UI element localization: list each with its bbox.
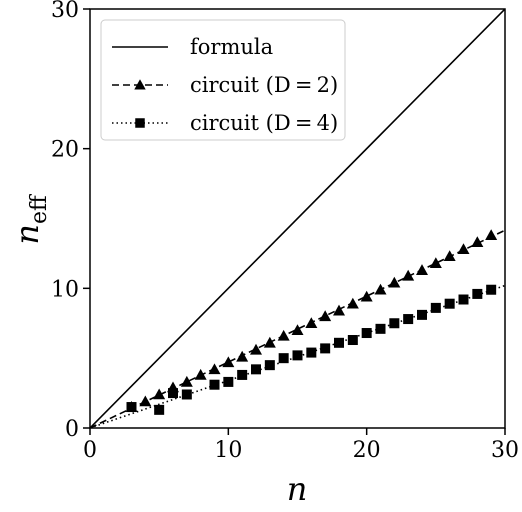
series-2-point <box>264 360 275 371</box>
series-2-point <box>361 328 372 339</box>
x-tick-label: 10 <box>214 438 242 463</box>
series-1-point <box>305 317 318 329</box>
legend-label-0: formula <box>190 35 273 59</box>
series-2-point <box>306 347 317 358</box>
series-1-point <box>346 297 359 309</box>
series-1-point <box>429 257 442 268</box>
series-2-point <box>292 350 303 361</box>
series-1-point <box>250 343 262 355</box>
y-tick-label: 30 <box>51 0 79 23</box>
series-2-point <box>458 294 469 305</box>
series-1-point <box>222 356 235 368</box>
x-axis-label: n <box>287 470 308 508</box>
series-1-point <box>333 304 345 316</box>
series-1-point <box>139 395 152 407</box>
series-2-point <box>417 309 427 320</box>
series-0 <box>90 9 505 428</box>
axis-ticks: 0 10 20 30 0 10 20 30 <box>51 0 519 463</box>
series-1-point <box>360 290 373 302</box>
series-2-point <box>237 369 248 380</box>
legend-box <box>100 19 346 141</box>
series-1-point <box>291 324 304 336</box>
series-1-point <box>416 264 428 275</box>
series-1-point <box>263 336 276 348</box>
y-tick-label: 0 <box>65 417 79 442</box>
series-2-point <box>334 337 344 348</box>
legend-marker-1 <box>134 79 146 90</box>
series-2-point <box>126 402 137 413</box>
series-2-point <box>168 388 178 399</box>
series-2-point <box>347 335 358 346</box>
legend-label-1: circuit (D = 2) <box>190 73 338 97</box>
series-1-point <box>208 363 221 375</box>
series-2-point <box>375 323 386 334</box>
series-2-point <box>320 343 331 354</box>
legend: formula circuit (D = 2) circuit (D = 4) <box>100 19 346 141</box>
legend-label-2: circuit (D = 4) <box>190 111 338 135</box>
series-1-point <box>277 329 290 341</box>
series-2-point <box>154 404 165 415</box>
series-1-point <box>319 310 332 322</box>
series-1-point <box>443 250 456 262</box>
series-1-point <box>388 276 401 288</box>
x-tick-label: 30 <box>491 438 519 463</box>
series-1-point <box>374 283 387 295</box>
y-axis-label: neff <box>8 194 52 245</box>
series-1-point <box>485 229 498 241</box>
series-2-point <box>389 318 400 329</box>
series-2-point <box>486 284 497 295</box>
series-1-point <box>194 368 207 380</box>
series-2-point <box>444 298 455 309</box>
y-tick-label: 20 <box>51 138 79 163</box>
x-tick-label: 20 <box>353 438 381 463</box>
series-2-point <box>278 353 289 364</box>
y-axis-label-base: n <box>8 224 46 245</box>
y-tick-label: 10 <box>51 277 79 302</box>
series-2-point <box>223 376 234 387</box>
series-1-point <box>180 375 193 387</box>
series-1-point <box>457 243 470 255</box>
series-1-point <box>153 388 166 400</box>
plot-content <box>90 9 505 428</box>
series-1-point <box>236 350 249 362</box>
series-2-point <box>472 288 483 299</box>
axes-frame <box>89 8 506 429</box>
series-1-point <box>471 236 484 248</box>
series-2-point <box>181 389 192 400</box>
legend-marker-2 <box>135 118 145 128</box>
x-tick-label: 0 <box>83 438 97 463</box>
series-0-line <box>90 9 505 428</box>
series-1-point <box>402 269 415 281</box>
y-axis-label-subscript: eff <box>27 194 52 224</box>
series-2-point <box>209 379 220 390</box>
series-2-point <box>430 302 441 313</box>
series-2-point <box>251 364 261 375</box>
series-2-point <box>403 314 414 325</box>
